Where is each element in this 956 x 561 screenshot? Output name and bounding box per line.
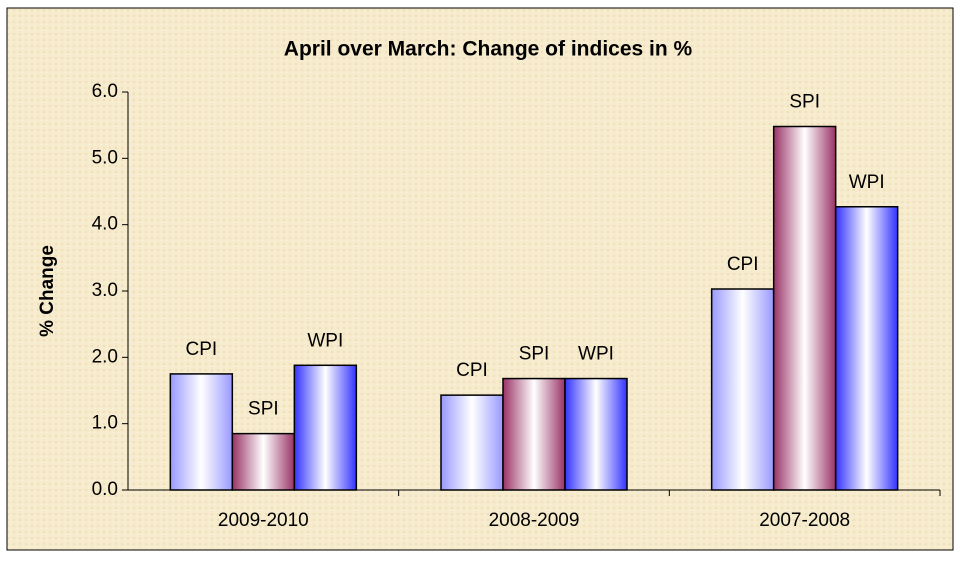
data-label: CPI	[727, 254, 759, 275]
bar	[710, 288, 775, 491]
data-label: CPI	[185, 339, 217, 360]
bar	[231, 432, 296, 491]
data-label: SPI	[519, 344, 550, 365]
y-tick-label: 5.0	[92, 147, 118, 168]
y-tick-label: 1.0	[92, 413, 118, 434]
bar	[440, 394, 504, 491]
data-label: SPI	[248, 399, 279, 420]
y-tick-label: 2.0	[92, 346, 118, 367]
x-tick-label: 2008-2009	[489, 510, 580, 531]
x-tick-label: 2007-2008	[759, 510, 850, 531]
y-tick-label: 4.0	[92, 214, 118, 235]
bar	[564, 377, 628, 491]
chart-title: April over March: Change of indices in %	[284, 38, 693, 61]
data-label: WPI	[307, 330, 343, 351]
bar	[169, 373, 234, 491]
bar	[834, 206, 899, 491]
x-tick-label: 2009-2010	[218, 510, 309, 531]
bar	[502, 377, 566, 491]
y-axis-label: % Change	[37, 245, 58, 337]
y-tick-label: 0.0	[92, 479, 118, 500]
data-label: WPI	[578, 344, 614, 365]
bar	[772, 125, 837, 491]
data-label: SPI	[789, 92, 820, 113]
y-tick-label: 6.0	[92, 81, 118, 102]
data-label: CPI	[456, 360, 488, 381]
y-tick-label: 3.0	[92, 280, 118, 301]
bar	[293, 364, 358, 491]
data-label: WPI	[849, 172, 885, 193]
